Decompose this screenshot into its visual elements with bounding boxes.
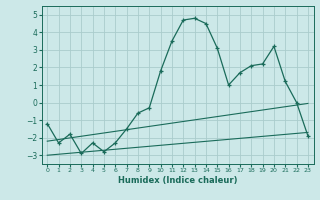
- X-axis label: Humidex (Indice chaleur): Humidex (Indice chaleur): [118, 176, 237, 185]
